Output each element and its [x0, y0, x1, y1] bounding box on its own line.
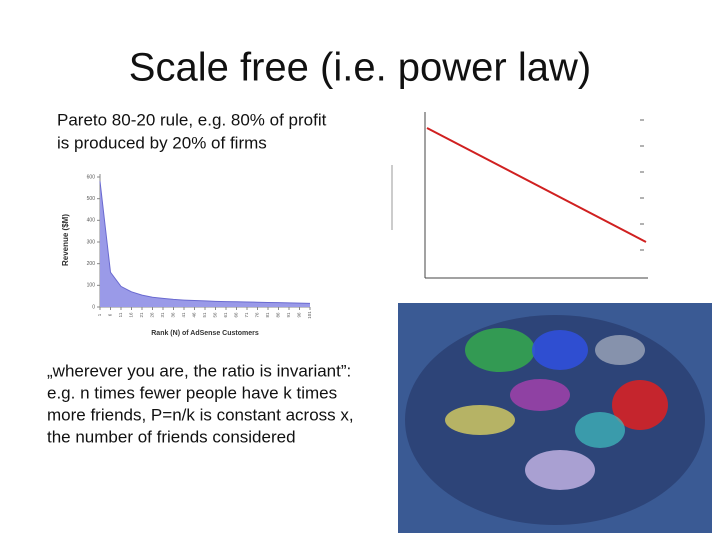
- quote-line: the number of friends considered: [47, 427, 296, 446]
- x-tick-label: 61: [223, 312, 228, 318]
- x-tick-label: 21: [139, 312, 144, 318]
- x-tick-label: 46: [192, 312, 197, 318]
- y-tick-label: 500: [87, 196, 96, 202]
- x-tick-label: 1: [97, 313, 102, 316]
- network-image: [398, 303, 712, 533]
- x-axis-title: Rank (N) of AdSense Customers: [151, 330, 259, 337]
- y-tick-label: 300: [87, 239, 96, 245]
- x-tick-label: 86: [276, 312, 281, 318]
- x-tick-label: 31: [160, 312, 165, 318]
- x-tick-label: 66: [234, 312, 239, 318]
- x-tick-label: 26: [150, 312, 155, 318]
- quote-line: e.g. n times fewer people have k times: [47, 383, 337, 402]
- x-tick-label: 41: [181, 312, 186, 318]
- y-tick-label: 200: [87, 261, 96, 267]
- x-tick-label: 6: [108, 313, 113, 316]
- quote-line: more friends, P=n/k is constant across x…: [47, 405, 354, 424]
- x-tick-label: 101: [307, 311, 312, 319]
- x-tick-label: 36: [171, 312, 176, 318]
- x-tick-label: 71: [244, 312, 249, 318]
- x-tick-label: 16: [129, 312, 134, 318]
- x-tick-label: 56: [213, 312, 218, 318]
- slide-title: Scale free (i.e. power law): [129, 46, 591, 90]
- y-tick-label: 0: [92, 304, 95, 310]
- area-line: [99, 181, 311, 304]
- x-tick-label: 81: [265, 312, 270, 318]
- y-tick-label: 400: [87, 218, 96, 224]
- x-tick-label: 96: [297, 312, 302, 318]
- area-fill: [100, 181, 310, 307]
- loglog-image: [391, 112, 648, 279]
- x-tick-label: 76: [255, 312, 260, 318]
- y-tick-label: 600: [87, 174, 96, 180]
- y-tick-label: 100: [87, 283, 96, 289]
- x-tick-label: 51: [202, 312, 207, 318]
- y-axis-title: Revenue ($M): [61, 214, 70, 266]
- x-tick-label: 11: [118, 312, 123, 317]
- x-tick-label: 91: [286, 312, 291, 318]
- quote-line: „wherever you are, the ratio is invarian…: [47, 361, 351, 380]
- intro-line: is produced by 20% of firms: [57, 133, 267, 152]
- intro-line: Pareto 80-20 rule, e.g. 80% of profit: [57, 110, 327, 129]
